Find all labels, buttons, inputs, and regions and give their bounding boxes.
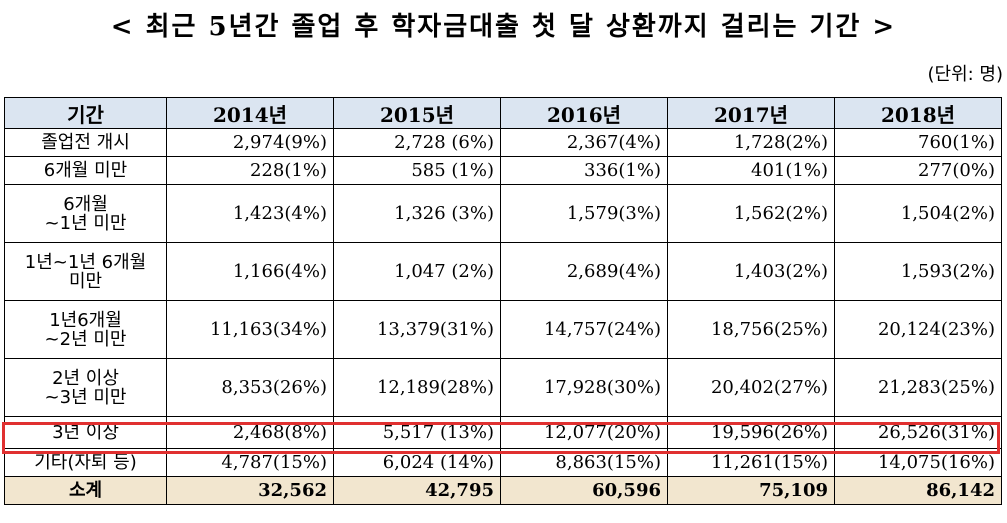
table-row: 2년 이상 ~3년 미만 8,353(26%) 12,189(28%) 17,9… (4, 358, 1002, 417)
row-label: 1년~1년 6개월 미만 (4, 242, 167, 301)
table-cell: 19,596(26%) (667, 416, 835, 449)
total-row: 소계 32,562 42,795 60,596 75,109 86,142 (4, 476, 1002, 505)
table-cell: 2,728 (6%) (333, 128, 501, 157)
row-label: 기타(자퇴 등) (4, 448, 167, 477)
table-cell: 14,075(16%) (834, 448, 1002, 477)
unit-label: (단위: 명) (927, 64, 1003, 85)
table-cell: 11,163(34%) (166, 300, 334, 359)
table-cell: 6,024 (14%) (333, 448, 501, 477)
total-cell: 60,596 (500, 476, 668, 505)
table-row: 졸업전 개시 2,974(9%) 2,728 (6%) 2,367(4%) 1,… (4, 128, 1002, 157)
table-cell: 8,353(26%) (166, 358, 334, 417)
table-row: 기타(자퇴 등) 4,787(15%) 6,024 (14%) 8,863(15… (4, 448, 1002, 477)
table-cell: 20,402(27%) (667, 358, 835, 417)
table-row: 6개월 ~1년 미만 1,423(4%) 1,326 (3%) 1,579(3%… (4, 184, 1002, 243)
header-year: 2017년 (667, 97, 835, 129)
header-year: 2018년 (834, 97, 1002, 129)
table-cell: 760(1%) (834, 128, 1002, 157)
table-cell: 277(0%) (834, 156, 1002, 185)
table-cell: 1,166(4%) (166, 242, 334, 301)
table-cell: 1,579(3%) (500, 184, 668, 243)
row-label: 1년6개월 ~2년 미만 (4, 300, 167, 359)
table-cell: 336(1%) (500, 156, 668, 185)
table-cell: 2,689(4%) (500, 242, 668, 301)
table-cell: 20,124(23%) (834, 300, 1002, 359)
table-cell: 26,526(31%) (834, 416, 1002, 449)
table-cell: 5,517 (13%) (333, 416, 501, 449)
row-label: 2년 이상 ~3년 미만 (4, 358, 167, 417)
table-cell: 13,379(31%) (333, 300, 501, 359)
page-title: < 최근 5년간 졸업 후 학자금대출 첫 달 상환까지 걸리는 기간 > (110, 12, 897, 42)
table-cell: 12,077(20%) (500, 416, 668, 449)
table-cell: 21,283(25%) (834, 358, 1002, 417)
table-cell: 585 (1%) (333, 156, 501, 185)
table-cell: 1,423(4%) (166, 184, 334, 243)
table-cell: 14,757(24%) (500, 300, 668, 359)
header-year: 2016년 (500, 97, 668, 129)
total-label: 소계 (4, 476, 167, 505)
table-cell: 2,468(8%) (166, 416, 334, 449)
header-year: 2014년 (166, 97, 334, 129)
row-label: 3년 이상 (4, 416, 167, 449)
table-row-highlighted: 3년 이상 2,468(8%) 5,517 (13%) 12,077(20%) … (4, 416, 1002, 449)
table-cell: 1,728(2%) (667, 128, 835, 157)
header-period: 기간 (4, 97, 167, 129)
row-label: 졸업전 개시 (4, 128, 167, 157)
table-cell: 1,593(2%) (834, 242, 1002, 301)
table-cell: 2,974(9%) (166, 128, 334, 157)
total-cell: 86,142 (834, 476, 1002, 505)
repayment-period-table: 기간 2014년 2015년 2016년 2017년 2018년 졸업전 개시 … (4, 97, 1002, 505)
table-cell: 4,787(15%) (166, 448, 334, 477)
total-cell: 32,562 (166, 476, 334, 505)
table-cell: 1,403(2%) (667, 242, 835, 301)
row-label: 6개월 ~1년 미만 (4, 184, 167, 243)
table-row: 6개월 미만 228(1%) 585 (1%) 336(1%) 401(1%) … (4, 156, 1002, 185)
table-row: 1년~1년 6개월 미만 1,166(4%) 1,047 (2%) 2,689(… (4, 242, 1002, 301)
table-cell: 11,261(15%) (667, 448, 835, 477)
total-cell: 42,795 (333, 476, 501, 505)
table-cell: 228(1%) (166, 156, 334, 185)
table-cell: 12,189(28%) (333, 358, 501, 417)
row-label: 6개월 미만 (4, 156, 167, 185)
total-cell: 75,109 (667, 476, 835, 505)
table-cell: 2,367(4%) (500, 128, 668, 157)
table-row: 1년6개월 ~2년 미만 11,163(34%) 13,379(31%) 14,… (4, 300, 1002, 359)
table-cell: 1,562(2%) (667, 184, 835, 243)
header-year: 2015년 (333, 97, 501, 129)
table-cell: 18,756(25%) (667, 300, 835, 359)
table-cell: 17,928(30%) (500, 358, 668, 417)
header-row: 기간 2014년 2015년 2016년 2017년 2018년 (4, 97, 1002, 129)
table-cell: 1,504(2%) (834, 184, 1002, 243)
table-cell: 8,863(15%) (500, 448, 668, 477)
table-cell: 401(1%) (667, 156, 835, 185)
table-cell: 1,326 (3%) (333, 184, 501, 243)
table-cell: 1,047 (2%) (333, 242, 501, 301)
